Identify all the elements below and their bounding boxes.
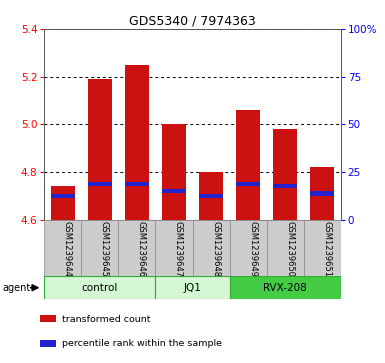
Bar <box>88 79 112 220</box>
Text: RVX-208: RVX-208 <box>263 283 307 293</box>
Text: GSM1239645: GSM1239645 <box>100 221 109 277</box>
Text: GSM1239647: GSM1239647 <box>174 221 183 277</box>
Bar <box>40 339 56 347</box>
Bar <box>310 167 334 220</box>
Bar <box>40 315 56 322</box>
Bar <box>310 191 334 196</box>
Bar <box>162 189 186 193</box>
Bar <box>51 186 75 220</box>
Bar <box>304 220 341 276</box>
Bar <box>199 172 223 220</box>
Bar <box>273 184 297 188</box>
Bar <box>81 220 119 276</box>
Text: transformed count: transformed count <box>62 314 151 323</box>
Bar <box>51 193 75 198</box>
Bar <box>156 276 229 299</box>
Bar <box>267 220 304 276</box>
Bar <box>156 220 192 276</box>
Bar <box>125 65 149 220</box>
Bar <box>125 182 149 186</box>
Bar <box>119 220 156 276</box>
Text: percentile rank within the sample: percentile rank within the sample <box>62 339 223 348</box>
Bar <box>88 182 112 186</box>
Text: GSM1239648: GSM1239648 <box>211 221 220 277</box>
Bar <box>236 182 260 186</box>
Text: control: control <box>82 283 118 293</box>
Text: GSM1239651: GSM1239651 <box>322 221 331 277</box>
Text: JQ1: JQ1 <box>184 283 201 293</box>
Bar <box>44 220 81 276</box>
Text: GSM1239650: GSM1239650 <box>285 221 294 277</box>
Bar <box>236 110 260 220</box>
Bar <box>229 276 341 299</box>
Text: GSM1239644: GSM1239644 <box>63 221 72 277</box>
Bar <box>192 220 229 276</box>
Bar <box>229 220 266 276</box>
Text: GSM1239649: GSM1239649 <box>248 221 257 277</box>
Bar <box>44 276 156 299</box>
Bar <box>273 129 297 220</box>
Bar <box>162 125 186 220</box>
Text: GSM1239646: GSM1239646 <box>137 221 146 277</box>
Text: agent: agent <box>2 283 30 293</box>
Title: GDS5340 / 7974363: GDS5340 / 7974363 <box>129 15 256 28</box>
Bar <box>199 193 223 198</box>
